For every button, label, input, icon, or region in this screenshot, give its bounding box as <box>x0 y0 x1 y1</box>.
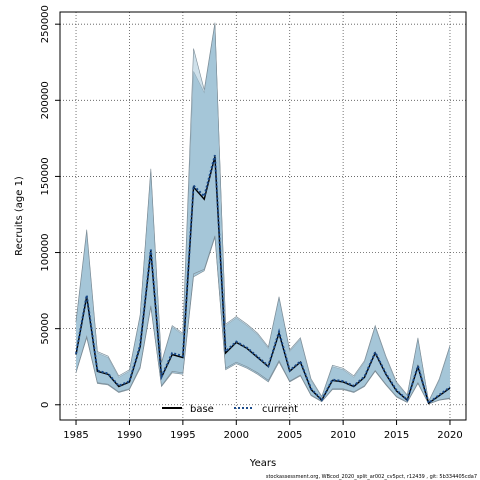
y-tick-label-1: 50000 <box>40 313 51 345</box>
plot-frame <box>59 11 467 421</box>
y-axis-title: Recruits (age 1) <box>14 176 25 256</box>
x-tick-label-6: 2015 <box>384 430 409 441</box>
footnote: stockassessment.org, WBcod_2020_split_ar… <box>266 474 477 480</box>
x-axis-title: Years <box>249 458 276 469</box>
ci-lower-edge-current <box>75 235 451 405</box>
y-tick-label-2: 100000 <box>40 233 51 271</box>
y-tick-label-4: 200000 <box>40 81 51 119</box>
y-tick-label-5: 250000 <box>40 5 51 43</box>
x-tick-label-5: 2010 <box>330 430 355 441</box>
x-tick-label-0: 1985 <box>63 430 88 441</box>
ci-band-current <box>76 22 450 404</box>
x-tick-label-1: 1990 <box>117 430 142 441</box>
legend: base current <box>162 404 298 415</box>
legend-label-current: current <box>262 404 298 415</box>
y-tick-label-3: 150000 <box>40 157 51 195</box>
x-tick-label-7: 2020 <box>437 430 462 441</box>
x-tick-label-2: 1995 <box>170 430 195 441</box>
x-tick-label-3: 2000 <box>224 430 249 441</box>
series-lines <box>75 154 451 405</box>
confidence-bands <box>75 22 451 405</box>
legend-label-base: base <box>190 404 214 415</box>
y-axis: 0 50000 100000 150000 200000 250000 <box>40 5 60 408</box>
ci-upper-edge-current <box>75 22 451 403</box>
y-tick-label-0: 0 <box>40 402 51 408</box>
x-tick-label-4: 2005 <box>277 430 302 441</box>
ci-lower-edge-base <box>75 237 451 405</box>
x-axis: 1985 1990 1995 2000 2005 2010 2015 2020 <box>63 420 463 441</box>
series-line-current <box>75 154 451 405</box>
